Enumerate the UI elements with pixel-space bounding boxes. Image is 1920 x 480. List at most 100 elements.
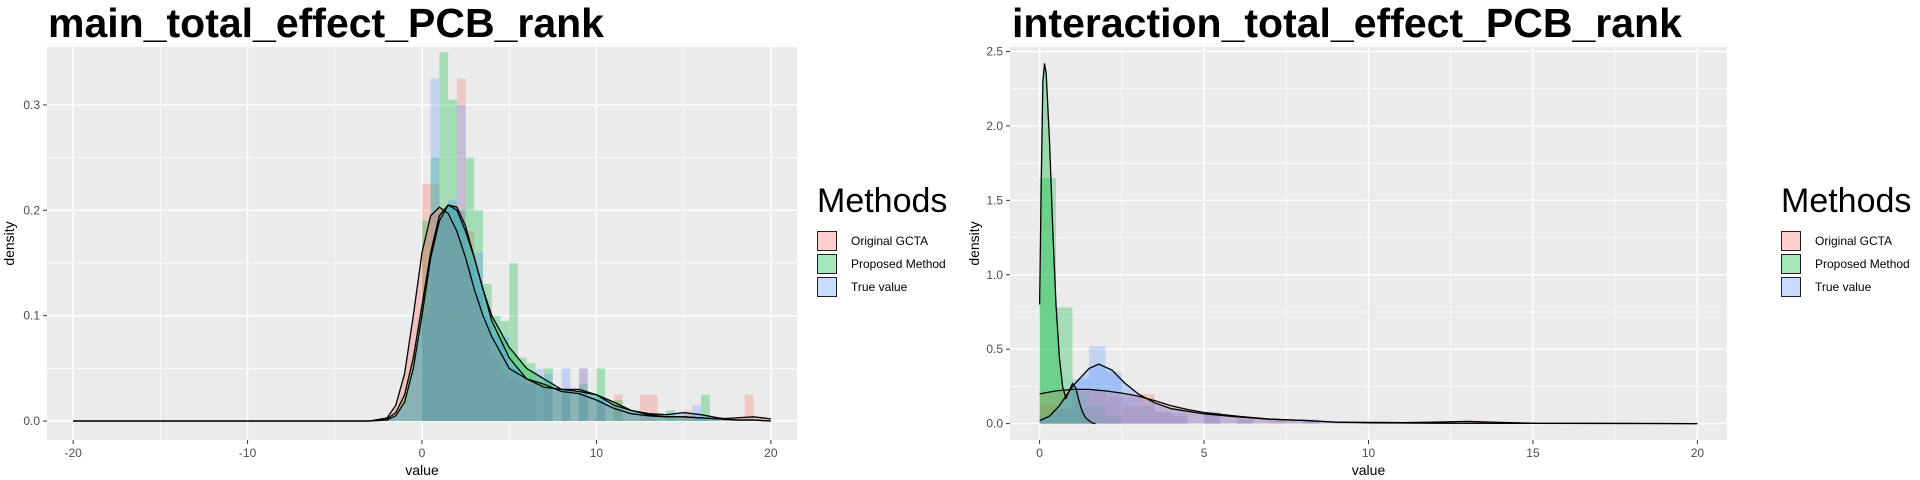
histogram-bar xyxy=(1056,408,1073,424)
histogram-bar xyxy=(430,183,440,422)
histogram-bar xyxy=(1039,178,1057,424)
legend-label: Proposed Method xyxy=(1815,256,1910,271)
legend-label: True value xyxy=(1815,279,1872,294)
histogram-bar xyxy=(561,389,571,422)
x-tick-label: 15 xyxy=(1526,446,1540,460)
histogram-bar xyxy=(578,384,588,422)
y-tick-label: 1.0 xyxy=(986,268,1003,282)
histogram-bar xyxy=(1171,416,1188,424)
histogram-bar xyxy=(456,210,466,422)
density-area xyxy=(1039,364,1698,424)
histogram-bar xyxy=(456,78,466,422)
histogram-bar xyxy=(1204,413,1221,424)
histogram-bar xyxy=(1088,405,1106,424)
histogram-bar xyxy=(439,52,449,422)
x-tick-label: 10 xyxy=(1362,446,1376,460)
density-line xyxy=(1039,388,1698,425)
x-tick-label: -10 xyxy=(239,446,257,460)
histogram-bar xyxy=(509,378,518,422)
histogram-bar xyxy=(1056,307,1073,424)
histogram-bar xyxy=(422,220,431,422)
legend-label: Original GCTA xyxy=(1815,233,1893,248)
legend-key xyxy=(817,276,837,297)
chart-panel-interaction: interaction_total_effect_PCB_rank 0 5 10 15… xyxy=(965,0,1920,480)
histogram-bar xyxy=(439,210,449,422)
y-tick-label: 0.0 xyxy=(23,414,40,428)
histogram-bar xyxy=(544,373,553,422)
histogram-bar xyxy=(1302,421,1320,424)
legend-key xyxy=(1781,276,1801,297)
histogram-bar xyxy=(1204,411,1221,424)
histogram-bar xyxy=(1072,408,1089,424)
y-tick-label: 1.5 xyxy=(986,193,1003,207)
x-tick-label: 0 xyxy=(419,446,426,460)
histogram-bar xyxy=(1105,371,1122,424)
histogram-bar xyxy=(1121,405,1139,424)
y-tick-label: 2.5 xyxy=(986,44,1003,58)
density-chart-main: -20 -10 0 10 20 0.0 0.1 0.2 0.3 value density xyxy=(1,47,797,478)
histogram-bar xyxy=(491,357,501,422)
histogram-bar xyxy=(517,384,527,422)
histogram-bar xyxy=(666,410,675,422)
y-axis-label: density xyxy=(1,221,17,265)
histogram-bar xyxy=(500,373,510,422)
histogram-series xyxy=(422,78,754,422)
histogram-bar xyxy=(500,320,510,422)
histogram-bar xyxy=(517,357,527,422)
density-line xyxy=(73,204,771,422)
legend-item: Original GCTA xyxy=(817,229,947,252)
histogram-bar xyxy=(596,368,606,422)
y-tick-label: 0.2 xyxy=(23,203,40,217)
chart-panel-main: main_total_effect_PCB_rank -20 -10 0 10 20 0.… xyxy=(1,0,947,478)
x-axis-label: value xyxy=(405,462,439,478)
histogram-bar xyxy=(613,399,623,422)
histogram-series xyxy=(422,52,710,422)
legend-title: Methods xyxy=(817,182,948,220)
chart-title: interaction_total_effect_PCB_rank xyxy=(1012,0,1682,46)
x-tick-label: 5 xyxy=(1201,446,1208,460)
histogram-bar xyxy=(1138,405,1155,424)
histogram-bar xyxy=(448,99,457,422)
histogram-bar xyxy=(701,394,710,422)
legend: Methods Original GCTA Proposed Method Tr… xyxy=(817,182,947,298)
histogram-bar xyxy=(613,394,623,422)
histogram-bar xyxy=(1056,408,1073,424)
x-tick-label: 10 xyxy=(590,446,604,460)
histogram-bar xyxy=(465,157,475,422)
legend-key xyxy=(817,230,837,251)
histogram-bar xyxy=(544,389,553,422)
histogram-bar xyxy=(683,410,693,422)
histogram-bar xyxy=(744,394,754,422)
density-area xyxy=(1039,63,1096,424)
y-tick-label: 0.1 xyxy=(23,309,40,323)
histogram-bar xyxy=(422,315,431,422)
histogram-bar xyxy=(535,384,545,422)
histogram-bar xyxy=(1269,420,1287,424)
histogram-bar xyxy=(422,183,431,422)
histogram-bar xyxy=(430,78,440,422)
histogram-bar xyxy=(474,294,484,422)
legend-key xyxy=(1781,230,1801,251)
legend-title: Methods xyxy=(1781,182,1912,220)
y-axis-label: density xyxy=(966,221,982,265)
legend-item: True value xyxy=(1781,275,1911,298)
histogram-bar xyxy=(1105,416,1122,424)
histogram-bar xyxy=(526,384,536,422)
legend-label: True value xyxy=(851,279,908,294)
histogram-bar xyxy=(448,199,457,422)
density-line xyxy=(73,204,771,422)
histogram-bar xyxy=(517,378,527,422)
x-axis-label: value xyxy=(1352,462,1386,478)
legend-item: Proposed Method xyxy=(1781,252,1911,275)
legend-key xyxy=(817,253,837,274)
histogram-bar xyxy=(509,262,518,422)
legend-item: Proposed Method xyxy=(817,252,947,275)
histogram-bar xyxy=(526,384,536,422)
histogram-bar xyxy=(1039,416,1057,424)
histogram-bar xyxy=(535,368,545,422)
histogram-bar xyxy=(1154,411,1172,424)
histogram-bar xyxy=(1105,396,1122,424)
y-tick-label: 0.3 xyxy=(23,98,40,112)
histogram-bar xyxy=(1171,413,1188,424)
histogram-bar xyxy=(640,394,649,422)
